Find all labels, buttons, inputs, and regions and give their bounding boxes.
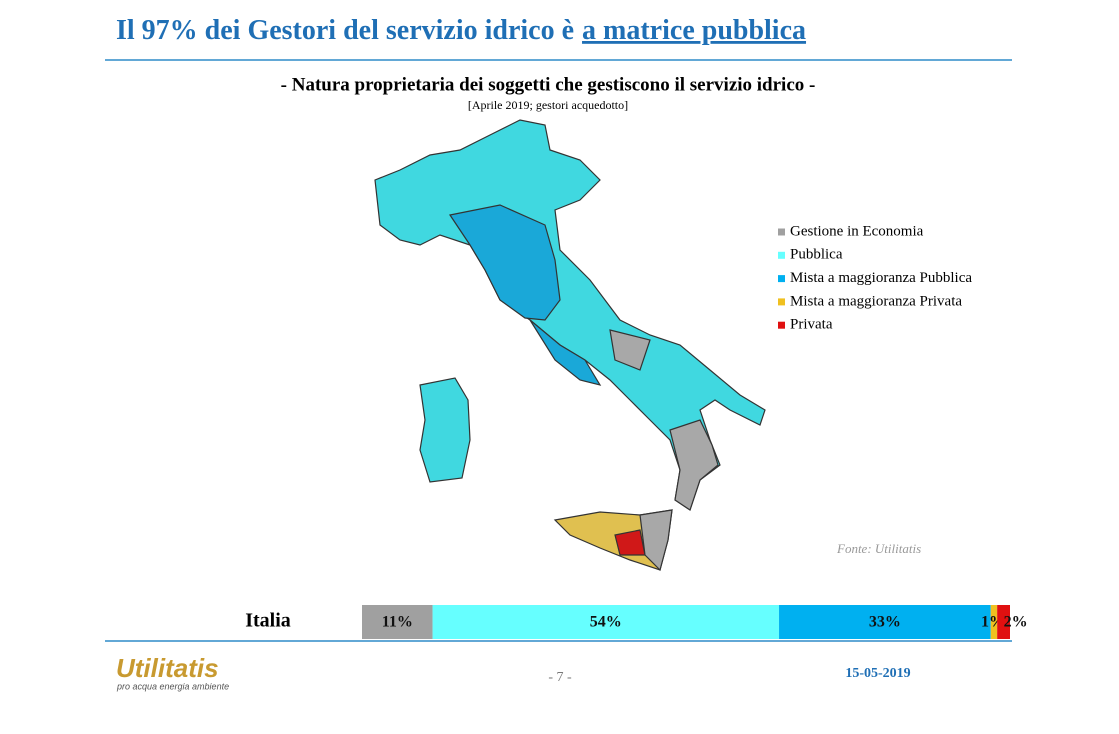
- legend-swatch: [778, 321, 785, 329]
- data-label: 54%: [590, 614, 622, 631]
- map: [374, 119, 766, 572]
- legend-swatch: [778, 228, 785, 236]
- legend-label: Pubblica: [790, 247, 843, 263]
- page-number: - 7 -: [548, 670, 572, 685]
- source-note: Fonte: Utilitatis: [836, 541, 921, 556]
- logo: Utilitatis: [116, 653, 219, 683]
- category-label: Italia: [245, 610, 291, 632]
- bar-segment: [432, 605, 780, 639]
- data-label: 33%: [869, 614, 901, 631]
- title: Il 97% dei Gestori del servizio idrico è…: [116, 15, 806, 46]
- title-main: Il 97% dei Gestori del servizio idrico è: [116, 15, 574, 46]
- legend-swatch: [778, 298, 785, 306]
- title-highlight: a matrice pubblica: [582, 15, 806, 46]
- chart-title: - Natura proprietaria dei soggetti che g…: [281, 74, 816, 95]
- data-label: 2%: [1004, 614, 1028, 631]
- legend-swatch: [778, 251, 785, 259]
- legend-label: Mista a maggioranza Pubblica: [790, 270, 972, 286]
- legend-swatch: [778, 275, 785, 283]
- logo-tagline: pro acqua energia ambiente: [116, 681, 229, 691]
- bar-segment: [362, 605, 433, 639]
- legend-label: Mista a maggioranza Privata: [790, 293, 962, 309]
- legend-label: Gestione in Economia: [790, 223, 924, 239]
- bar-segment: [779, 605, 991, 639]
- bar-segment: [997, 605, 1010, 639]
- date: 15-05-2019: [845, 666, 910, 681]
- legend-label: Privata: [790, 317, 833, 333]
- bar-segment: [990, 605, 998, 639]
- data-label: 11%: [382, 614, 413, 631]
- chart-subtitle: [Aprile 2019; gestori acquedotto]: [468, 98, 628, 112]
